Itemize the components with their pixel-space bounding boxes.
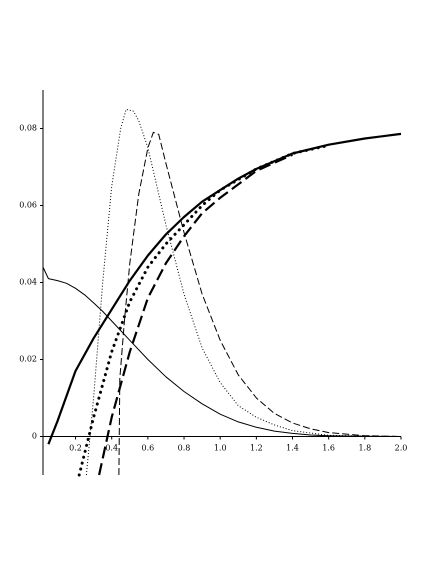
line [98,153,293,476]
x-tick-label: 2.0 [395,444,408,453]
line [77,143,331,477]
line [47,132,402,445]
x-tick-label: 0.8 [178,444,191,453]
x-tick-label: 1.4 [286,444,299,453]
line [42,266,402,437]
x-tick-label: 1.6 [322,444,335,453]
y-tick-label: 0 [32,432,37,441]
x-tick-label: 0.2 [69,444,82,453]
x-tick-label: 1.2 [250,444,263,453]
line [118,131,402,476]
y-tick-label: 0.04 [19,278,37,287]
x-tick-label: 0.6 [142,444,155,453]
line [85,108,402,476]
y-tick-label: 0.08 [19,124,37,133]
x-tick-label: 1.8 [358,444,371,453]
y-tick-label: 0.02 [19,355,37,364]
x-tick-label: 0.4 [105,444,118,453]
x-tick-label: 1.0 [214,444,227,453]
y-tick-label: 0.06 [19,201,37,210]
